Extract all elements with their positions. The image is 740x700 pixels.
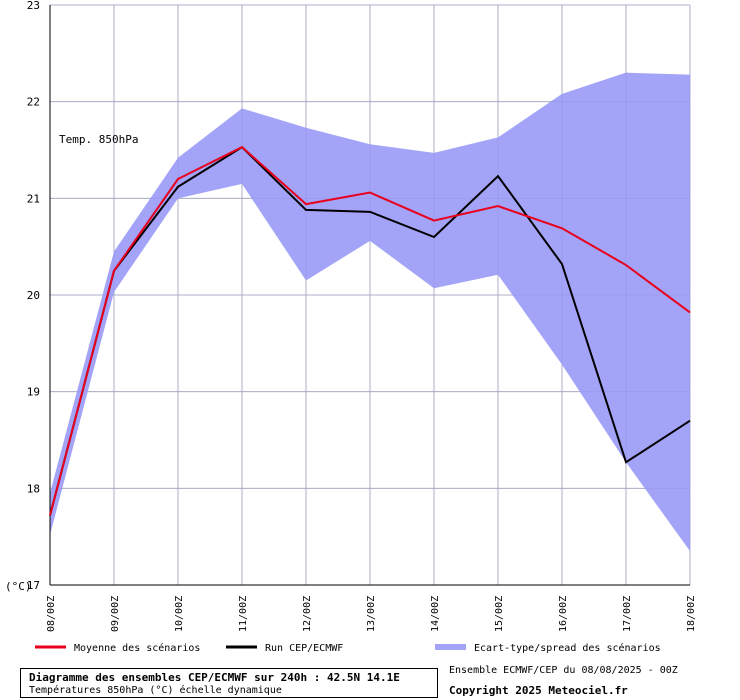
x-tick-label: 18/00Z — [686, 596, 697, 632]
mean-series-line — [49, 145, 691, 516]
copyright: Copyright 2025 Meteociel.fr — [449, 684, 628, 697]
y-tick-label: 17 — [27, 579, 40, 592]
y-tick-label: 23 — [27, 0, 40, 12]
grid-overlay — [49, 4, 691, 586]
chart-subtitle: Températures 850hPa (°C) échelle dynamiq… — [29, 685, 282, 696]
y-tick-label: 19 — [27, 386, 40, 399]
x-tick-label: 15/00Z — [494, 596, 505, 632]
legend: Moyenne des scénarios Run CEP/ECMWF Ecar… — [35, 642, 661, 654]
x-tick-label: 08/00Z — [46, 596, 57, 632]
y-tick-label: 20 — [27, 289, 40, 302]
x-tick-label: 10/00Z — [174, 596, 185, 632]
x-tick-labels: 08/00Z 09/00Z 10/00Z 11/00Z 12/00Z 13/00Z 14/0… — [46, 596, 697, 632]
x-tick-label: 14/00Z — [430, 596, 441, 632]
legend-spread-label: Ecart-type/spread des scénarios — [474, 642, 661, 654]
chart-title: Diagramme des ensembles CEP/ECMWF sur 24… — [29, 671, 400, 684]
y-tick-labels: 17 18 19 20 21 22 23 — [27, 0, 40, 592]
x-tick-label: 13/00Z — [366, 596, 377, 632]
x-tick-label: 17/00Z — [622, 596, 633, 632]
x-tick-label: 16/00Z — [558, 596, 569, 632]
spread-area — [50, 72, 690, 552]
x-tick-label: 12/00Z — [302, 596, 313, 632]
x-tick-label: 09/00Z — [110, 596, 121, 632]
x-tick-label: 11/00Z — [238, 596, 249, 632]
legend-run-label: Run CEP/ECMWF — [265, 643, 343, 654]
y-tick-label: 21 — [27, 192, 40, 205]
title-box: Diagramme des ensembles CEP/ECMWF sur 24… — [20, 668, 438, 698]
legend-mean-label: Moyenne des scénarios — [74, 642, 200, 654]
run-info: Ensemble ECMWF/CEP du 08/08/2025 - 00Z — [449, 665, 678, 676]
run-series-line — [49, 145, 691, 516]
inline-label: Temp. 850hPa — [59, 133, 138, 146]
y-tick-label: 18 — [27, 482, 40, 495]
y-tick-label: 22 — [27, 96, 40, 109]
y-unit-label: (°C) — [5, 580, 32, 593]
